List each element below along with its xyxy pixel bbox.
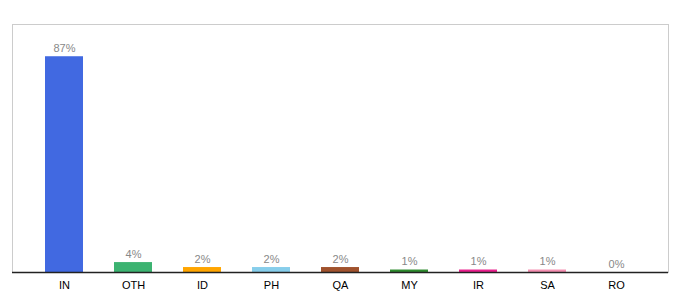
- svg-text:OTH: OTH: [122, 279, 145, 291]
- svg-text:2%: 2%: [333, 253, 349, 265]
- svg-text:QA: QA: [333, 279, 350, 291]
- svg-text:IR: IR: [473, 279, 484, 291]
- svg-text:RO: RO: [608, 279, 625, 291]
- svg-text:2%: 2%: [264, 253, 280, 265]
- svg-text:1%: 1%: [540, 255, 556, 267]
- svg-text:SA: SA: [540, 279, 555, 291]
- svg-text:IN: IN: [59, 279, 70, 291]
- svg-text:PH: PH: [264, 279, 279, 291]
- svg-text:ID: ID: [197, 279, 208, 291]
- svg-text:0%: 0%: [609, 258, 625, 270]
- svg-text:MY: MY: [401, 279, 418, 291]
- svg-text:2%: 2%: [195, 253, 211, 265]
- svg-text:1%: 1%: [471, 255, 487, 267]
- svg-text:1%: 1%: [402, 255, 418, 267]
- svg-text:87%: 87%: [53, 42, 75, 54]
- svg-text:4%: 4%: [126, 248, 142, 260]
